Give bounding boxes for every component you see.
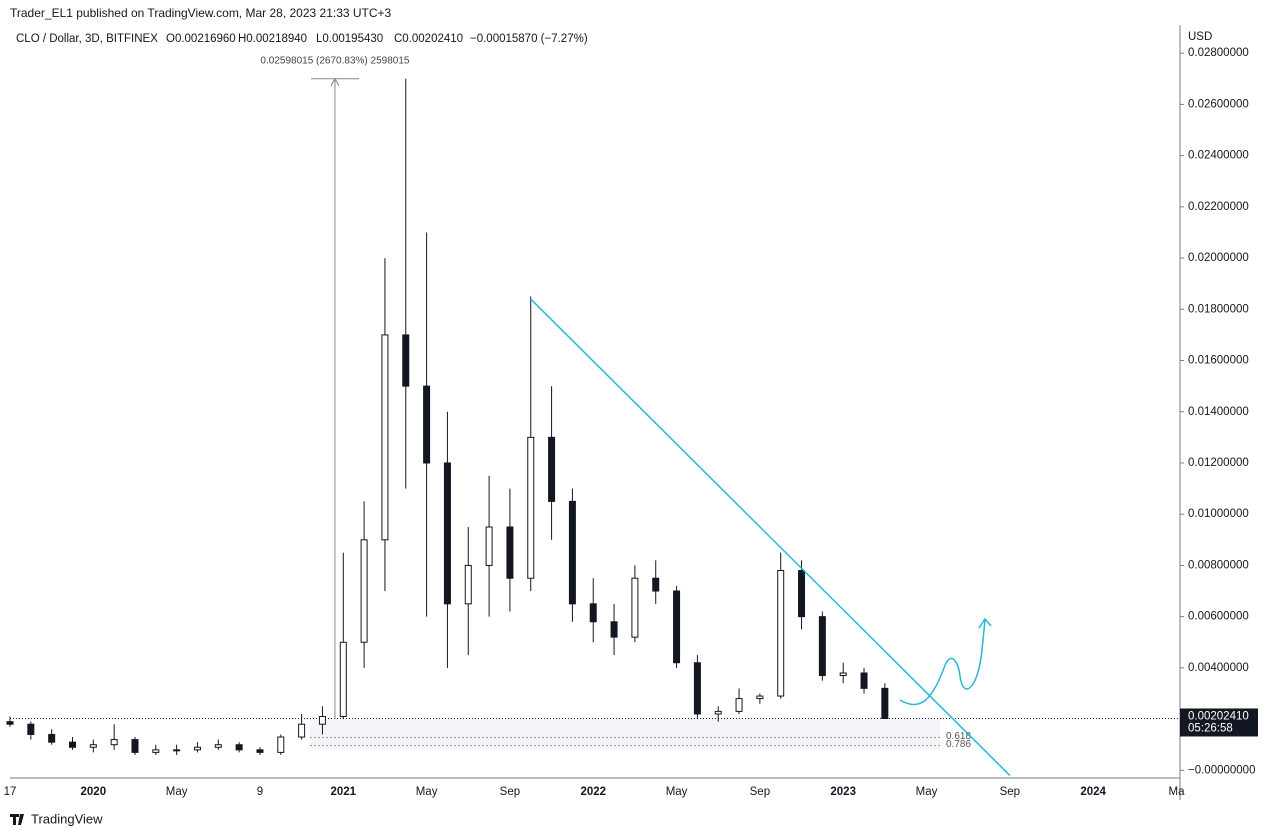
candle-body	[714, 710, 722, 715]
candle-body	[110, 739, 118, 746]
candle-body	[527, 436, 535, 579]
y-tick-label: 0.01000000	[1188, 508, 1249, 520]
x-tick-label: May	[666, 786, 688, 798]
footer-logo	[10, 814, 24, 825]
candle-body	[152, 749, 160, 753]
x-tick-label: 17	[4, 786, 17, 798]
x-tick-label: May	[166, 786, 188, 798]
fib-zone	[310, 718, 940, 749]
candle-body	[6, 721, 14, 725]
candle-body	[818, 616, 826, 677]
y-tick-label: 0.00400000	[1188, 662, 1249, 674]
ohlc-legend: O0.00216960	[166, 33, 236, 45]
y-tick-label: 0.02600000	[1188, 98, 1249, 110]
candle-body	[402, 334, 410, 387]
y-tick-label: 0.01200000	[1188, 457, 1249, 469]
candle-body	[839, 672, 847, 677]
publisher: Trader_EL1 published on TradingView.com,…	[10, 6, 392, 20]
y-tick-label: −0.00000000	[1188, 764, 1255, 776]
y-tick-label: 0.02000000	[1188, 252, 1249, 264]
x-tick-label: Sep	[750, 786, 770, 798]
candle-body	[485, 526, 493, 566]
candle-body	[68, 741, 76, 748]
candle-body	[443, 462, 451, 605]
y-tick-label: 0.02200000	[1188, 201, 1249, 213]
candle-body	[235, 744, 243, 751]
candle-body	[27, 723, 35, 735]
candle-body	[860, 672, 868, 689]
candle-body	[798, 570, 806, 618]
candle-body	[610, 621, 618, 638]
candle-body	[131, 739, 139, 753]
candle-body	[339, 641, 347, 718]
last-price-label: 0.00202410	[1188, 711, 1249, 723]
candle-body	[673, 590, 681, 664]
candle-body	[381, 334, 389, 541]
ohlc-legend: H0.00218940	[238, 33, 307, 45]
y-tick-label: 0.01800000	[1188, 303, 1249, 315]
x-tick-label: 2024	[1080, 786, 1106, 798]
candle-body	[631, 577, 639, 638]
candle-body	[298, 723, 306, 738]
candle-body	[693, 662, 701, 715]
fib-label: 0.786	[946, 739, 971, 750]
measure-arrow	[330, 77, 340, 87]
candle-body	[48, 733, 56, 743]
candle-body	[360, 539, 368, 643]
candle-body	[756, 695, 764, 700]
currency: USD	[1188, 31, 1212, 43]
candle-body	[173, 749, 181, 752]
candle-body	[193, 746, 201, 751]
candle-body	[214, 744, 222, 748]
fib-label: 0.618	[946, 731, 971, 742]
y-tick-label: 0.02400000	[1188, 150, 1249, 162]
ohlc-legend: −0.00015870 (−7.27%)	[470, 33, 588, 45]
countdown: 05:26:58	[1188, 723, 1233, 735]
candle-body	[568, 500, 576, 605]
symbol: CLO / Dollar, 3D, BITFINEX	[16, 33, 158, 45]
candle-body	[777, 570, 785, 697]
projection-curve	[899, 617, 992, 706]
candle-body	[256, 749, 264, 753]
candle-body	[423, 385, 431, 464]
candle-body	[89, 744, 97, 748]
x-tick-label: May	[416, 786, 438, 798]
y-tick-label: 0.01400000	[1188, 406, 1249, 418]
x-tick-label: 9	[257, 786, 263, 798]
measure-label: 0.02598015 (2670.83%) 2598015	[260, 55, 409, 66]
last-price-box	[1180, 708, 1258, 737]
ohlc-legend: C0.00202410	[394, 33, 463, 45]
candle-body	[652, 577, 660, 592]
x-tick-label: May	[916, 786, 938, 798]
candle-body	[464, 564, 472, 605]
y-tick-label: 0.01600000	[1188, 355, 1249, 367]
x-tick-label: 2021	[330, 786, 356, 798]
candle-body	[735, 698, 743, 712]
candle-body	[506, 526, 514, 579]
candle-body	[881, 687, 889, 719]
candle-body	[548, 436, 556, 502]
x-tick-label: 2022	[580, 786, 606, 798]
ohlc-legend: L0.00195430	[316, 33, 383, 45]
x-tick-label: Sep	[500, 786, 520, 798]
x-tick-label: 2020	[81, 786, 107, 798]
x-tick-label: Ma	[1168, 786, 1185, 798]
footer: TradingView	[31, 811, 103, 826]
x-tick-label: Sep	[1000, 786, 1020, 798]
trendline	[530, 298, 1011, 776]
candle-body	[277, 736, 285, 753]
y-tick-label: 0.00600000	[1188, 611, 1249, 623]
y-tick-label: 0.00800000	[1188, 559, 1249, 571]
candle-body	[589, 603, 597, 623]
y-tick-label: 0.02800000	[1188, 47, 1249, 59]
x-tick-label: 2023	[830, 786, 856, 798]
candle-body	[318, 716, 326, 725]
